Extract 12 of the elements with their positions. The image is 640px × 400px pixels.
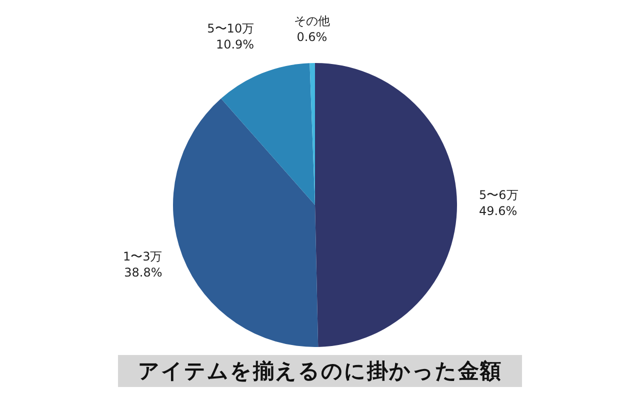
pie-slice xyxy=(173,98,318,347)
data-label: 10.9% xyxy=(216,38,254,52)
slice-label: 5〜6万 xyxy=(478,188,518,202)
pie-slice xyxy=(315,63,458,347)
pie-slice xyxy=(221,63,315,205)
slice-label: 1〜3万 xyxy=(122,250,162,264)
data-label: 38.8% xyxy=(124,266,162,280)
data-label: 49.6% xyxy=(478,204,518,218)
slice-label: その他 xyxy=(294,14,330,28)
text: アイテムを揃えるのに掛かった金額 xyxy=(138,359,502,383)
data-label: 0.6% xyxy=(296,30,328,44)
slice-label: 5〜10万 xyxy=(207,22,254,36)
